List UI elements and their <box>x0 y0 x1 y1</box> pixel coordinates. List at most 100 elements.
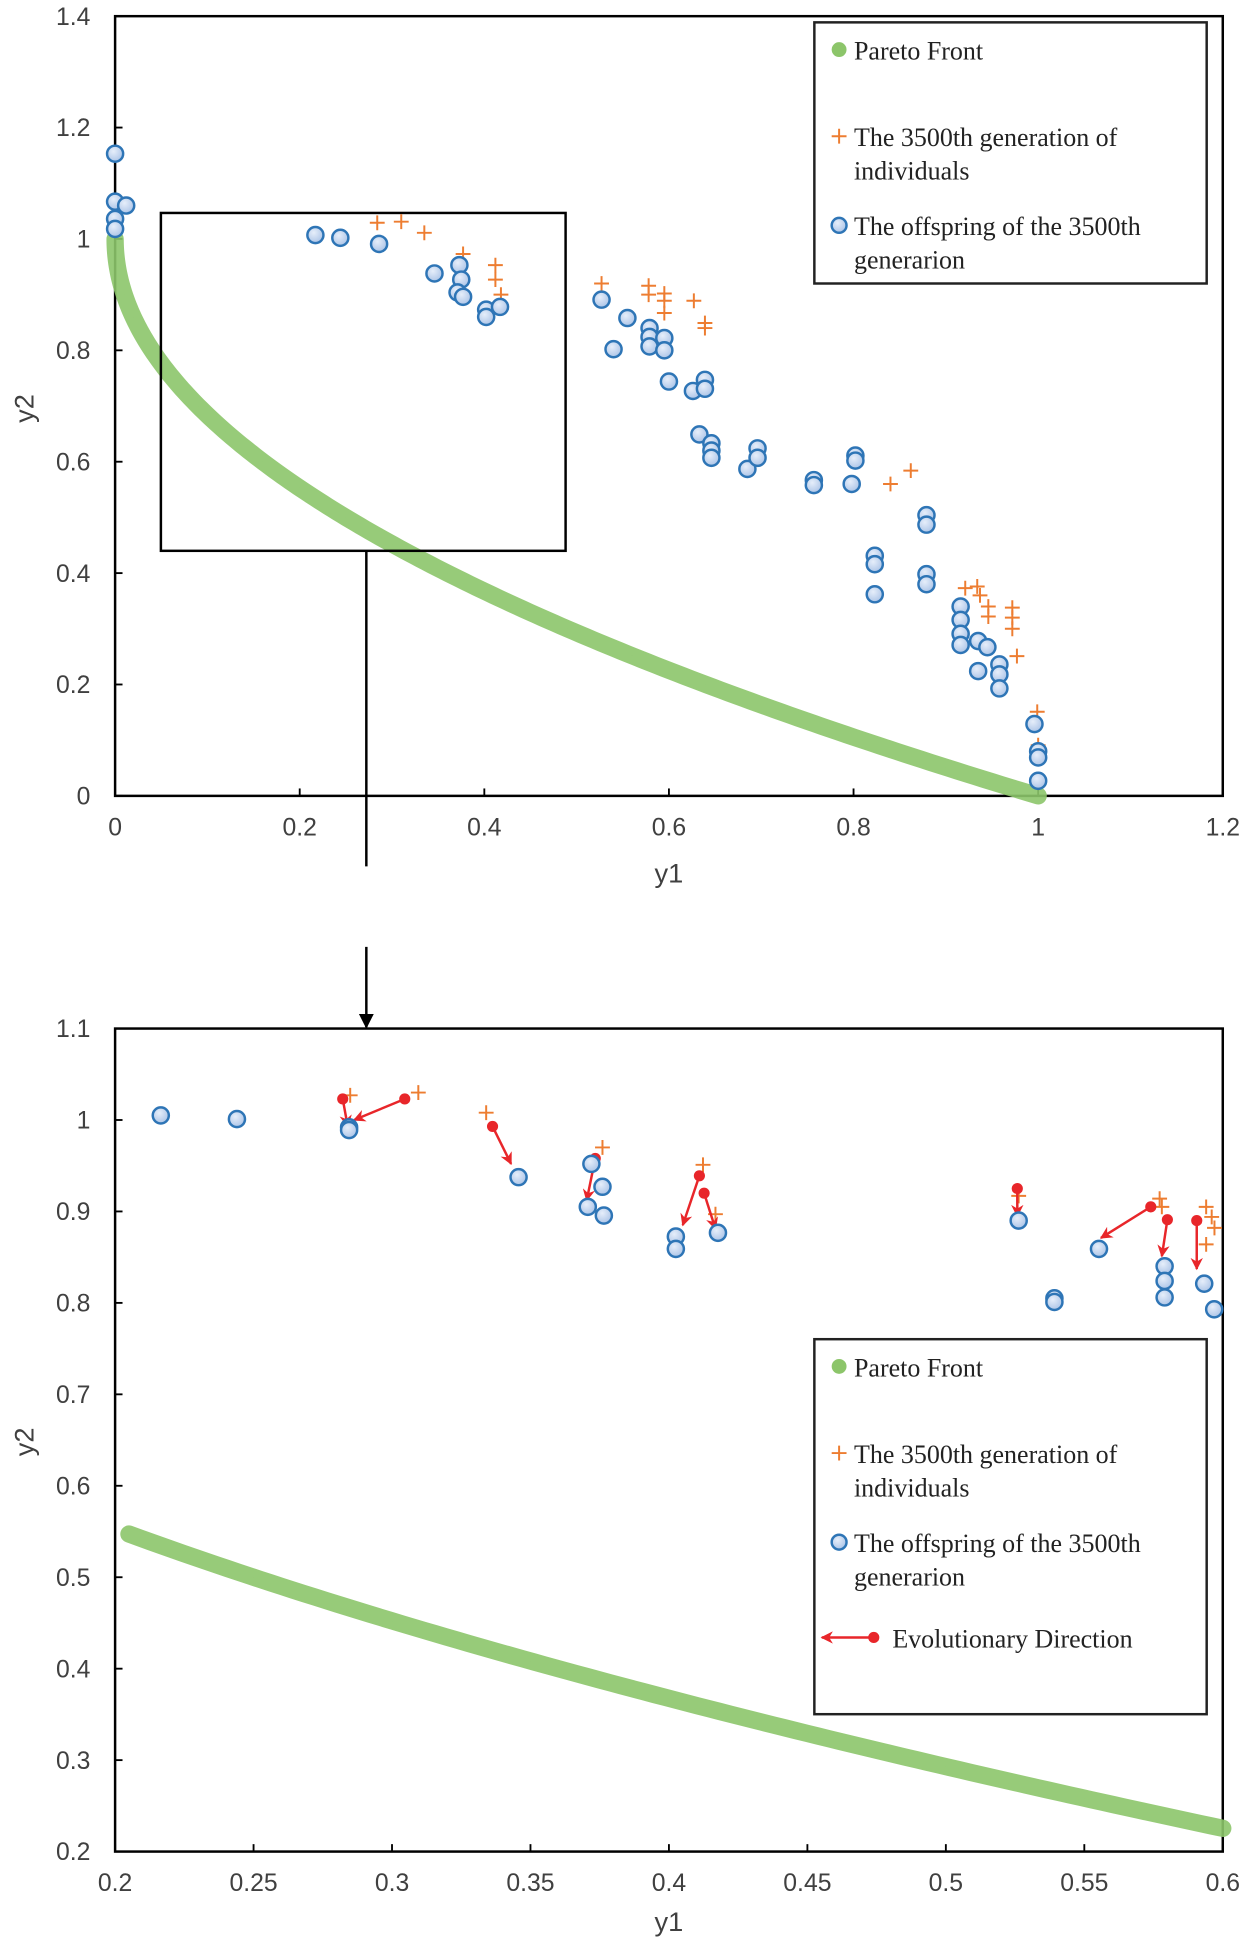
legend: Pareto Front The 3500th generation of indi… <box>820 1353 1141 1653</box>
evolution-start-dot <box>693 1170 705 1182</box>
evolution-arrow <box>680 1175 701 1227</box>
offspring-point <box>105 219 125 239</box>
y-tick-label: 1.1 <box>56 1016 90 1043</box>
evolution-arrow <box>1157 1219 1170 1258</box>
offspring-point <box>509 1167 528 1187</box>
legend-direction-label: Evolutionary Direction <box>892 1624 1132 1653</box>
x-tick-label: 0.6 <box>652 814 686 841</box>
top-chart: 0 0.2 0.4 0.6 0.8 1 1.2 0 0.2 0.4 0.6 0.8 1 1.2 1.4 y1 y… <box>8 4 1240 889</box>
parent-point <box>1204 1209 1220 1225</box>
x-tick-label: 1.2 <box>1206 814 1240 841</box>
offspring-point <box>708 1223 728 1243</box>
parent-point <box>1198 1236 1214 1252</box>
parent-point <box>487 272 503 288</box>
y-axis-label: y2 <box>8 1428 39 1457</box>
legend-pareto-label: Pareto Front <box>854 36 984 65</box>
x-tick-label: 0.25 <box>229 1870 277 1897</box>
legend-offspring-marker <box>830 216 848 234</box>
parent-point <box>1004 621 1020 637</box>
y-tick-label: 0.6 <box>56 449 90 476</box>
legend-offspring-label: The offspring of the 3500th generarion <box>854 212 1141 274</box>
parent-point <box>695 1157 711 1173</box>
parent-point <box>980 609 996 624</box>
offspring-point <box>917 574 936 594</box>
offspring-point <box>702 448 721 468</box>
x-axis-label: y1 <box>655 1906 684 1937</box>
parent-point <box>393 214 409 230</box>
offspring-point <box>865 584 885 604</box>
parent-point <box>594 276 609 291</box>
x-tick-label: 0.6 <box>1206 1870 1240 1897</box>
evolution-start-dot <box>399 1093 411 1105</box>
offspring-point <box>659 372 679 391</box>
offspring-point <box>490 297 510 317</box>
legend-pareto-label: Pareto Front <box>854 1353 984 1382</box>
legend: Pareto Front The 3500th generation of indi… <box>830 36 1141 275</box>
legend-parent-line2: individuals <box>854 1473 969 1502</box>
x-tick-label: 0.2 <box>283 814 317 841</box>
offspring-point <box>116 196 136 215</box>
offspring-point <box>666 1239 686 1259</box>
zoom-region-box <box>159 211 567 553</box>
parent-point <box>656 305 672 321</box>
legend-offspring-line2: generarion <box>854 246 965 275</box>
y-tick-label: 0.3 <box>56 1748 90 1775</box>
offspring-point <box>594 1206 614 1225</box>
parent-point <box>1198 1199 1214 1215</box>
y-tick-label: 0.2 <box>56 672 90 699</box>
zoomed-chart: 0.2 0.25 0.3 0.35 0.4 0.45 0.5 0.55 0.6 0.2 0.3 0.4… <box>8 1016 1240 1937</box>
evolution-start-dot <box>1191 1215 1203 1227</box>
evolution-start-dot <box>1161 1214 1173 1226</box>
offspring-point <box>640 337 659 356</box>
evolution-start-dot <box>486 1120 499 1132</box>
parent-point <box>1009 648 1025 664</box>
legend-box <box>813 21 1208 285</box>
evolution-start-dot <box>337 1093 349 1105</box>
offspring-point <box>592 290 611 309</box>
pareto-front-curve <box>120 1525 1232 1838</box>
y-tick-label: 0.2 <box>56 1839 90 1866</box>
legend-offspring-line1: The offspring of the 3500th <box>854 1529 1141 1558</box>
offspring-point <box>842 474 861 494</box>
x-tick-label: 0.2 <box>98 1870 132 1897</box>
evolution-start-dot <box>1011 1183 1023 1195</box>
legend-pareto-marker <box>831 1358 847 1374</box>
x-tick-label: 0.4 <box>467 814 502 841</box>
legend-parent-marker <box>831 128 847 144</box>
offspring-point <box>917 515 936 534</box>
offspring-point <box>339 1120 359 1140</box>
offspring-point <box>748 448 767 468</box>
evolution-start-dot <box>698 1187 710 1199</box>
offspring-point <box>804 475 824 495</box>
x-tick-label: 0.45 <box>783 1870 831 1897</box>
parent-point <box>972 587 988 603</box>
offspring-point <box>151 1106 171 1125</box>
y-tick-label: 1.4 <box>56 4 91 31</box>
parent-point <box>410 1085 426 1100</box>
x-tick-label: 0.4 <box>652 1870 687 1897</box>
legend-parent-marker <box>831 1445 847 1461</box>
parent-point <box>957 580 973 596</box>
parent-point <box>697 320 713 336</box>
legend-box <box>813 1337 1208 1716</box>
x-tick-label: 0.8 <box>836 814 870 841</box>
legend-parent-label: The 3500th generation of individuals <box>854 123 1118 185</box>
parent-point <box>478 1105 494 1121</box>
evolution-start-dot <box>1145 1201 1157 1213</box>
evolution-arrow <box>1099 1205 1152 1240</box>
legend-arrow-dot <box>868 1631 880 1644</box>
legend-offspring-marker <box>830 1533 848 1551</box>
offspring-point <box>1204 1300 1224 1319</box>
y-tick-label: 0.6 <box>56 1473 90 1500</box>
offspring-point <box>593 1177 612 1197</box>
y-tick-label: 0.7 <box>56 1382 90 1409</box>
offspring-point <box>604 339 623 359</box>
offspring-point <box>1025 714 1044 734</box>
legend-parent-line2: individuals <box>854 157 969 186</box>
y-tick-label: 1 <box>77 227 91 254</box>
y-tick-label: 0.8 <box>56 1291 90 1318</box>
parent-point <box>1154 1199 1170 1215</box>
offspring-point <box>1194 1274 1214 1293</box>
offspring-point <box>105 144 125 164</box>
